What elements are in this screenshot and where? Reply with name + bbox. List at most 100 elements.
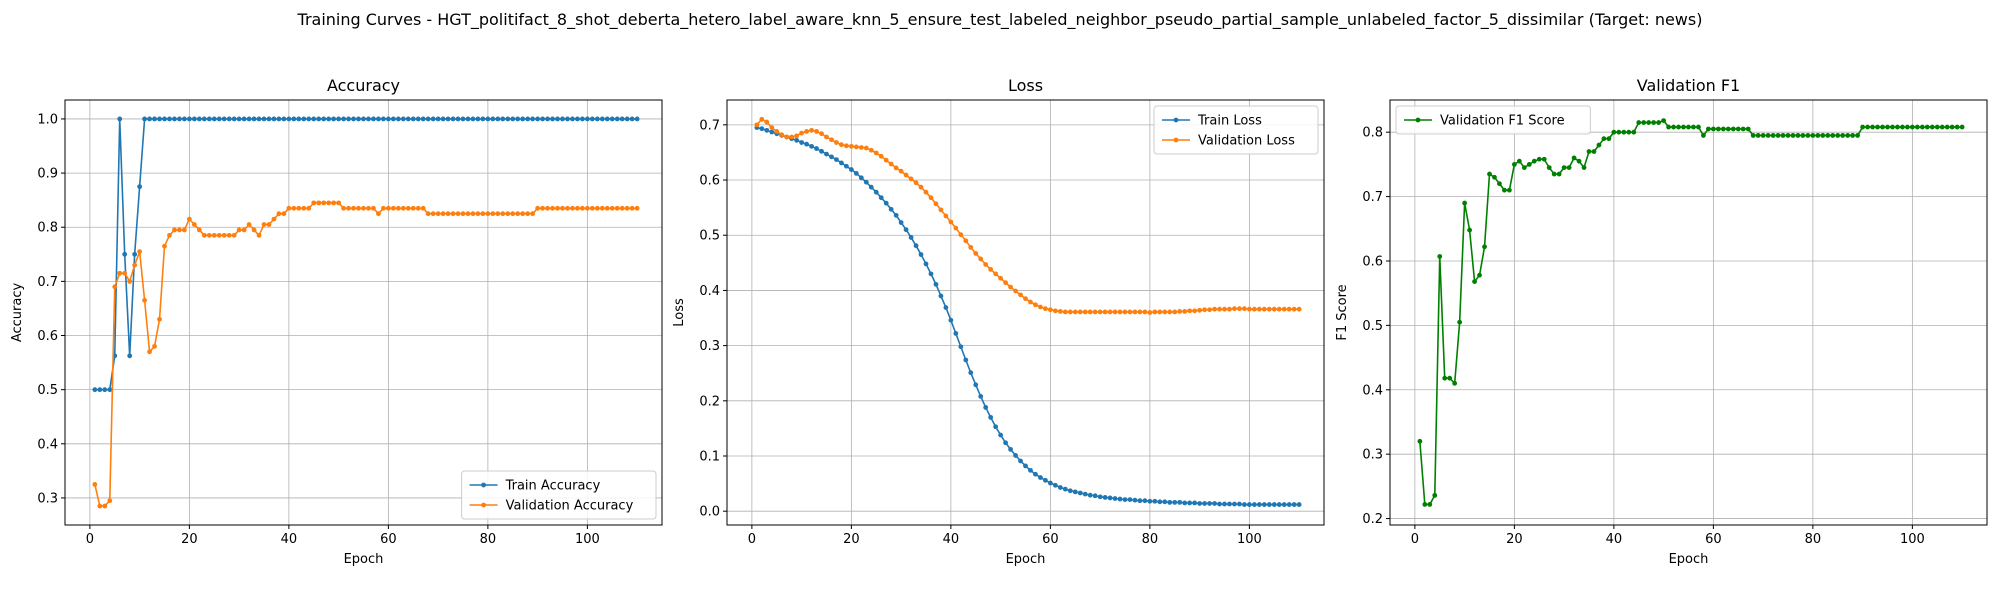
y-tick-label: 0.1 — [699, 450, 720, 465]
data-point — [127, 278, 133, 284]
data-point — [490, 116, 496, 122]
data-point — [560, 116, 565, 122]
data-point — [415, 205, 421, 211]
data-point — [873, 189, 879, 195]
data-point — [1127, 497, 1133, 503]
y-tick-label: 0.5 — [1362, 319, 1383, 334]
data-point — [1686, 124, 1691, 130]
data-point — [331, 200, 337, 206]
data-point — [903, 227, 909, 233]
data-point — [819, 131, 824, 137]
data-point — [1028, 299, 1033, 305]
data-point — [1162, 499, 1168, 505]
data-point — [1502, 187, 1507, 193]
data-point — [858, 175, 864, 181]
data-point — [256, 116, 262, 122]
data-point — [410, 205, 416, 211]
data-point — [361, 116, 366, 122]
data-point — [415, 116, 421, 122]
data-point — [1855, 133, 1861, 138]
data-point — [1246, 502, 1252, 507]
data-point — [1132, 309, 1138, 315]
data-point — [575, 116, 580, 122]
data-point — [898, 168, 904, 174]
data-point — [137, 184, 143, 190]
data-point — [1939, 124, 1945, 130]
data-point — [177, 116, 182, 122]
x-tick-label: 100 — [1900, 532, 1925, 547]
data-point — [1492, 174, 1497, 180]
data-point — [1521, 165, 1527, 171]
data-point — [839, 142, 844, 148]
data-point — [530, 116, 536, 122]
data-point — [1087, 309, 1093, 315]
data-point — [1561, 165, 1567, 171]
legend-marker — [481, 502, 486, 508]
data-point — [346, 205, 351, 211]
data-point — [968, 370, 974, 376]
data-point — [400, 205, 406, 211]
data-point — [475, 116, 481, 122]
data-point — [366, 205, 371, 211]
data-point — [1177, 309, 1183, 314]
data-point — [1033, 471, 1038, 477]
data-point — [824, 134, 829, 140]
data-point — [291, 205, 297, 211]
data-point — [331, 116, 337, 122]
data-point — [117, 116, 123, 122]
data-point — [903, 172, 909, 178]
data-point — [1905, 124, 1910, 130]
data-point — [584, 205, 590, 211]
data-point — [1487, 171, 1492, 177]
legend: Train Loss Validation Loss — [1153, 105, 1319, 155]
data-point — [361, 205, 366, 211]
data-point — [157, 116, 162, 122]
data-point — [1197, 307, 1203, 313]
data-point — [1018, 458, 1023, 464]
data-point — [570, 116, 575, 122]
data-point — [545, 116, 550, 122]
data-point — [804, 141, 809, 147]
data-point — [1462, 200, 1468, 206]
data-point — [1850, 133, 1856, 138]
data-point — [1013, 288, 1018, 294]
data-point — [868, 147, 874, 153]
data-point — [371, 116, 376, 122]
data-point — [356, 116, 361, 122]
data-point — [425, 211, 431, 217]
data-point — [177, 227, 182, 233]
data-point — [1003, 280, 1008, 286]
data-point — [555, 205, 560, 211]
data-point — [1242, 306, 1247, 312]
data-point — [1202, 307, 1207, 313]
data-point — [973, 251, 979, 256]
data-point — [1137, 498, 1143, 504]
data-point — [1232, 501, 1237, 507]
data-point — [923, 189, 929, 195]
data-point — [918, 252, 924, 257]
data-point — [1516, 158, 1522, 164]
data-point — [1137, 309, 1143, 315]
data-point — [1422, 501, 1428, 507]
y-tick-label: 0.2 — [1362, 512, 1383, 527]
data-point — [291, 116, 297, 122]
data-point — [1706, 126, 1711, 132]
data-point — [1117, 309, 1123, 315]
x-tick-label: 60 — [1705, 532, 1722, 547]
x-tick-label: 100 — [575, 532, 600, 547]
data-point — [1092, 493, 1098, 499]
data-point — [505, 211, 511, 217]
data-point — [1107, 309, 1113, 315]
data-point — [809, 127, 814, 133]
data-point — [759, 116, 765, 122]
y-tick-label: 0.8 — [37, 221, 58, 236]
data-point — [1666, 124, 1671, 130]
data-point — [893, 165, 899, 171]
data-point — [485, 211, 491, 217]
data-point — [390, 205, 396, 211]
data-point — [619, 205, 625, 211]
data-point — [1127, 309, 1133, 315]
data-point — [1631, 129, 1637, 135]
data-point — [535, 116, 541, 122]
data-point — [430, 211, 436, 217]
